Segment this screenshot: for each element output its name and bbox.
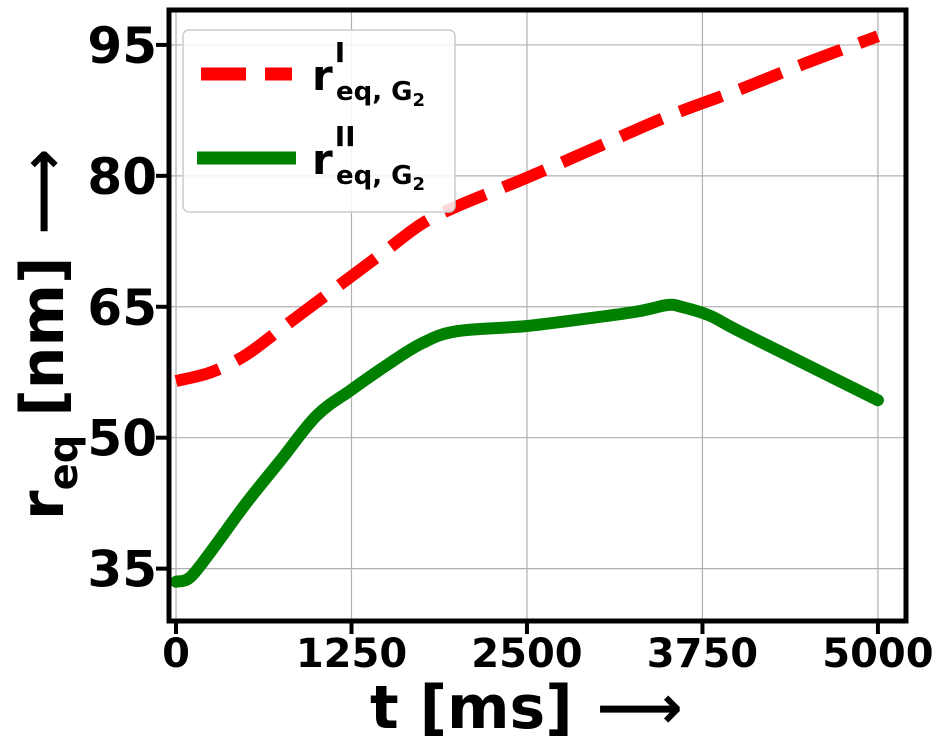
y-axis-label-sub: eq [41,435,87,491]
series-line-1 [174,30,881,387]
legend-label-sub: eq, G [336,161,413,191]
legend-label-subsub: 2 [413,90,426,111]
x-tick-label: 3750 [647,631,758,677]
plot-frame [166,7,909,624]
series-line-2 [170,298,884,588]
legend: rI eq, G2 rII eq, G2 [182,29,456,213]
legend-label-sub: eq, G [336,77,413,107]
x-axis-label: t [ms] ⟶ [370,673,683,743]
x-axis-label-text: t [ms] [370,673,573,743]
x-tick-label: 0 [162,631,190,677]
legend-label-base: r [312,51,333,100]
legend-label-base: r [312,135,333,184]
legend-label-sup: II [335,120,356,153]
y-axis-arrow: ⟶ [8,149,78,235]
series-layer [170,30,884,588]
y-axis-label: req [nm] ⟶ [8,149,87,520]
y-axis-label-group: req [nm] ⟶ [8,149,87,520]
y-tick-label: 95 [87,17,157,75]
ticks: 0 1250 2500 3750 5000 35 50 65 80 95 [87,17,933,677]
y-tick-label: 50 [87,410,157,468]
y-tick-label: 35 [87,541,157,599]
x-axis-arrow: ⟶ [597,673,683,743]
y-tick-label: 65 [87,279,157,337]
x-tick-label: 5000 [822,631,933,677]
legend-box [182,29,456,213]
legend-label-series-2: rII eq, G2 [312,120,425,195]
x-tick-label: 1250 [296,631,407,677]
legend-label-subsub: 2 [413,174,426,195]
legend-label-series-1: rI eq, G2 [312,36,425,111]
y-axis-label-base: r [8,490,78,520]
y-axis-label-unit: [nm] [8,257,78,417]
y-tick-label: 80 [87,148,157,206]
x-tick-label: 2500 [471,631,582,677]
legend-label-sup: I [335,36,345,69]
